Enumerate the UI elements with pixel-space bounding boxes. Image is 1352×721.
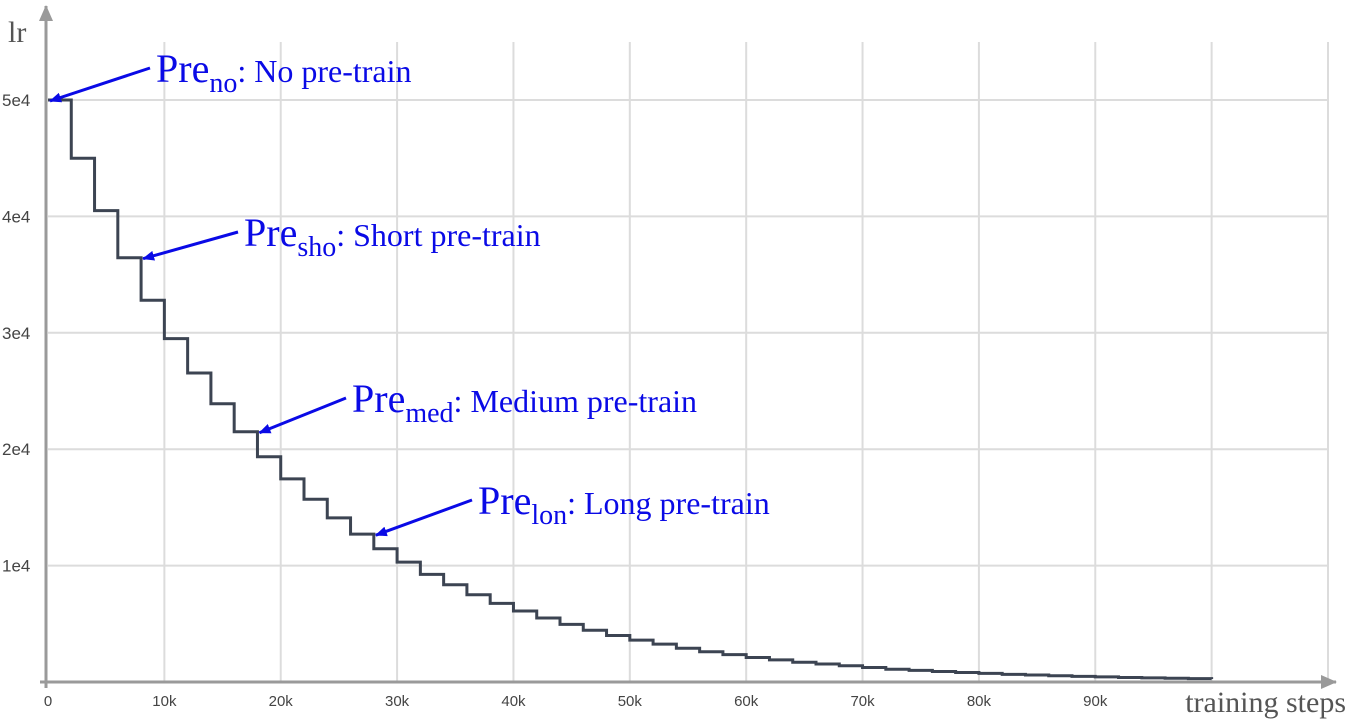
x-tick-label: 60k <box>734 693 759 710</box>
x-tick-label: 80k <box>967 693 992 710</box>
annotation-main: Pre <box>244 210 297 255</box>
annotation-main: Pre <box>352 376 405 421</box>
series <box>48 98 1214 681</box>
annotation-description: : Short pre-train <box>336 217 540 253</box>
annotation-label: Presho: Short pre-train <box>244 210 541 263</box>
y-tick-label: 3e4 <box>2 324 30 343</box>
grid <box>48 42 1329 682</box>
x-tick-label: 0 <box>44 693 52 710</box>
x-tick-label: 50k <box>618 693 643 710</box>
annotation-subscript: no <box>209 68 237 99</box>
annotation-arrow <box>258 396 347 435</box>
annotation-arrow <box>374 498 473 537</box>
lr-step-line <box>48 98 1214 681</box>
y-tick-label: 1e4 <box>2 557 30 576</box>
axes <box>39 5 1337 689</box>
annotation-arrow <box>142 230 239 261</box>
x-tick-label: 20k <box>269 693 294 710</box>
x-tick-label: 70k <box>850 693 875 710</box>
annotation-subscript: lon <box>531 500 567 531</box>
annotation-subscript: sho <box>297 232 336 263</box>
y-tick-label: 4e4 <box>2 207 30 226</box>
annotation-main: Pre <box>156 46 209 91</box>
x-tick-label: 40k <box>501 693 526 710</box>
y-tick-label: 2e4 <box>2 440 30 459</box>
annotation-description: : No pre-train <box>237 53 411 89</box>
annotation-description: : Medium pre-train <box>454 383 697 419</box>
annotation-subscript: med <box>405 398 453 429</box>
y-tick-label: 5e4 <box>2 91 30 110</box>
annotation-main: Pre <box>478 478 531 523</box>
annotation-description: : Long pre-train <box>567 485 770 521</box>
x-tick-label: 30k <box>385 693 410 710</box>
tick-labels: 0 10k 20k 30k 40k 50k 60k 70k 80k 90k 1e4 2e4 3e4 4e4… <box>2 91 1108 710</box>
annotation-label: Premed: Medium pre-train <box>352 376 697 429</box>
annotation-label: Preno: No pre-train <box>156 46 411 99</box>
x-tick-label: 90k <box>1083 693 1108 710</box>
annotation-label: Prelon: Long pre-train <box>478 478 770 531</box>
x-tick-label: 10k <box>152 693 177 710</box>
y-axis-label: lr <box>8 16 26 49</box>
x-axis-label: training steps <box>1185 686 1346 719</box>
annotation-arrow <box>49 66 151 103</box>
